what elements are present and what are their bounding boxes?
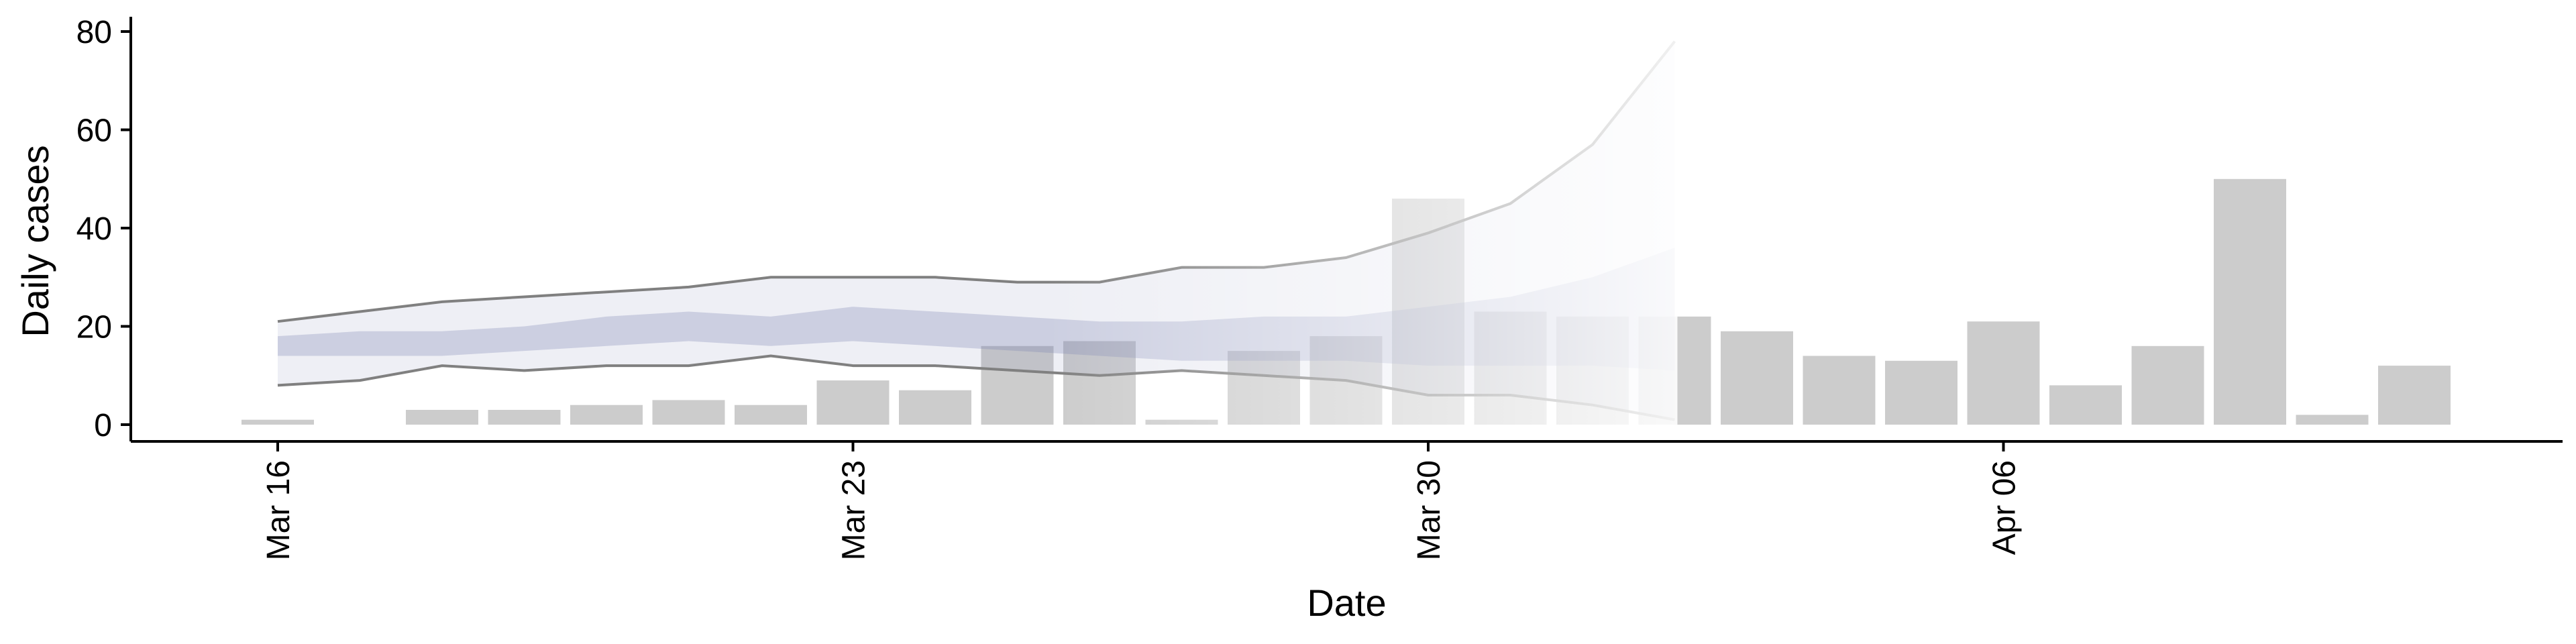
y-ticks: 0 20 40 60 80 [76, 15, 131, 443]
axes: 0 20 40 60 80 Mar 16 Mar 23 Mar 30 Apr 06 [76, 15, 2563, 560]
x-axis-title: Date [1307, 582, 1386, 624]
x-tick-label-2020-03-30: Mar 30 [1411, 460, 1447, 560]
bar-2020-04-04 [1803, 356, 1876, 425]
bar-2020-04-07 [2049, 385, 2122, 425]
x-tick-label-2020-03-23: Mar 23 [837, 460, 872, 560]
y-tick-label-20: 20 [76, 310, 112, 345]
bar-2020-04-05 [1885, 360, 1957, 425]
x-tick-label-2020-03-16: Mar 16 [261, 460, 297, 560]
y-tick-label-80: 80 [76, 15, 112, 50]
y-axis-title: Daily cases [14, 145, 56, 337]
bar-2020-04-11 [2378, 366, 2451, 425]
forecast-fade [275, 0, 1678, 426]
y-tick-label-0: 0 [94, 408, 112, 443]
x-ticks: Mar 16 Mar 23 Mar 30 Apr 06 [261, 441, 2023, 560]
y-tick-label-40: 40 [76, 211, 112, 247]
bar-2020-04-06 [1967, 321, 2040, 425]
bar-2020-04-10 [2296, 415, 2369, 425]
bar-2020-04-03 [1721, 331, 1793, 425]
y-tick-label-60: 60 [76, 113, 112, 149]
bar-2020-04-08 [2131, 345, 2204, 425]
bar-2020-04-09 [2214, 178, 2286, 425]
x-tick-label-2020-04-06: Apr 06 [1987, 460, 2023, 555]
